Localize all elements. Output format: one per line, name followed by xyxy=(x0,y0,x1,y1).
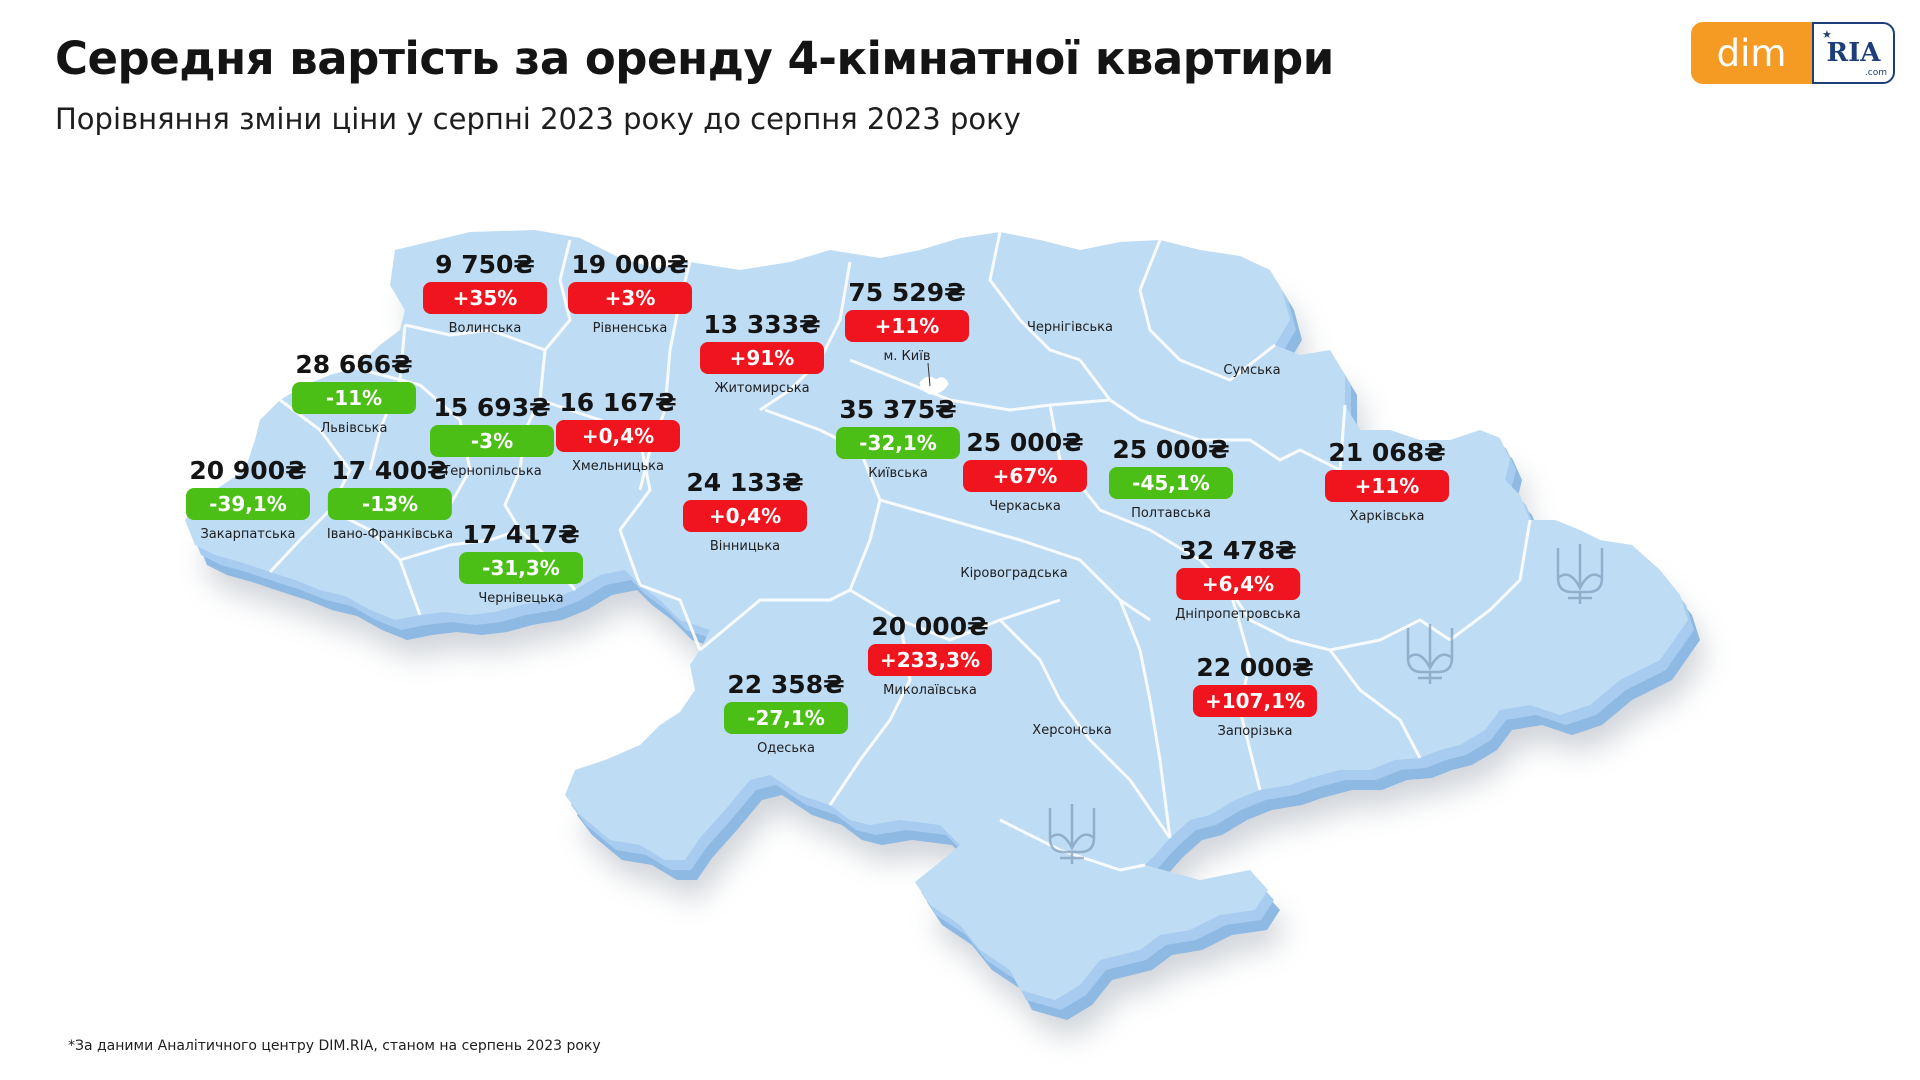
price-value: 32 478₴ xyxy=(1179,536,1297,565)
region-zakarpatska[interactable]: 20 900₴ -39,1% Закарпатська xyxy=(186,456,310,542)
change-badge: -45,1% xyxy=(1109,467,1233,499)
region-mykolaivska[interactable]: 20 000₴ +233,3% Миколаївська xyxy=(867,612,993,698)
region-name: Хмельницька xyxy=(572,459,664,474)
region-lvivska[interactable]: 28 666₴ -11% Львівська xyxy=(292,350,416,436)
footnote: *За даними Аналітичного центру DIM.RIA, … xyxy=(68,1038,601,1054)
price-value: 17 417₴ xyxy=(462,520,580,549)
region-name: Запорізька xyxy=(1217,724,1293,739)
region-name: Чернівецька xyxy=(478,591,564,606)
price-value: 22 000₴ xyxy=(1196,653,1314,682)
region-name: Івано-Франківська xyxy=(326,527,454,542)
region-vinnytska[interactable]: 24 133₴ +0,4% Вінницька xyxy=(683,468,807,554)
region-kyiv-city[interactable]: 75 529₴ +11% м. Київ xyxy=(845,278,969,364)
price-value: 17 400₴ xyxy=(331,456,449,485)
change-badge: +233,3% xyxy=(867,644,993,676)
logo-ria-text: RIA xyxy=(1826,38,1881,68)
region-name: Київська xyxy=(868,466,928,481)
change-badge: +107,1% xyxy=(1192,685,1318,717)
region-name: Львівська xyxy=(320,421,388,436)
price-value: 25 000₴ xyxy=(1112,435,1230,464)
tryzub-icon-crimea xyxy=(1048,804,1096,864)
price-value: 21 068₴ xyxy=(1328,438,1446,467)
label-chernihivska: Чернігівська xyxy=(1026,320,1114,335)
price-value: 20 900₴ xyxy=(189,456,307,485)
logo-com-text: .com xyxy=(1864,68,1887,78)
region-odeska[interactable]: 22 358₴ -27,1% Одеська xyxy=(724,670,848,756)
change-badge: -11% xyxy=(292,382,416,414)
region-khmelnytska[interactable]: 16 167₴ +0,4% Хмельницька xyxy=(556,388,680,474)
region-ternopilska[interactable]: 15 693₴ -3% Тернопільська xyxy=(430,393,554,479)
logo-dim-part: dim xyxy=(1691,22,1812,84)
region-name: Дніпропетровська xyxy=(1175,607,1301,622)
change-badge: +0,4% xyxy=(683,500,807,532)
change-badge: +11% xyxy=(845,310,969,342)
region-kyivska[interactable]: 35 375₴ -32,1% Київська xyxy=(836,395,960,481)
page-subtitle: Порівняння зміни ціни у серпні 2023 року… xyxy=(55,102,1021,136)
kyiv-city-marker xyxy=(919,362,949,395)
price-value: 15 693₴ xyxy=(433,393,551,422)
price-value: 35 375₴ xyxy=(839,395,957,424)
price-value: 25 000₴ xyxy=(966,428,1084,457)
logo-star-icon: ★ xyxy=(1822,28,1832,41)
price-value: 19 000₴ xyxy=(571,250,689,279)
region-zaporizka[interactable]: 22 000₴ +107,1% Запорізька xyxy=(1192,653,1318,739)
change-badge: +3% xyxy=(568,282,692,314)
oblast-borders xyxy=(268,231,1532,872)
region-dnipropetrovska[interactable]: 32 478₴ +6,4% Дніпропетровська xyxy=(1175,536,1301,622)
change-badge: -31,3% xyxy=(459,552,583,584)
region-volynska[interactable]: 9 750₴ +35% Волинська xyxy=(423,250,547,336)
region-name: Рівненська xyxy=(592,321,668,336)
label-khersonska: Херсонська xyxy=(1032,723,1112,738)
region-rivnenska[interactable]: 19 000₴ +3% Рівненська xyxy=(568,250,692,336)
price-value: 20 000₴ xyxy=(871,612,989,641)
dim-ria-logo[interactable]: dim ★ RIA .com xyxy=(1691,22,1895,84)
tryzub-icon-donetsk xyxy=(1406,624,1454,684)
change-badge: +6,4% xyxy=(1175,568,1300,600)
change-badge: -13% xyxy=(328,488,452,520)
region-name: Полтавська xyxy=(1131,506,1211,521)
change-badge: -39,1% xyxy=(186,488,310,520)
change-badge: -3% xyxy=(430,425,554,457)
region-zhytomyrska[interactable]: 13 333₴ +91% Житомирська xyxy=(700,310,824,396)
price-value: 22 358₴ xyxy=(727,670,845,699)
region-name: Тернопільська xyxy=(442,464,542,479)
change-badge: +67% xyxy=(963,460,1087,492)
region-name: Харківська xyxy=(1349,509,1425,524)
region-kharkivska[interactable]: 21 068₴ +11% Харківська xyxy=(1325,438,1449,524)
label-kirovohradska: Кіровоградська xyxy=(960,566,1068,581)
region-name: Волинська xyxy=(448,321,522,336)
change-badge: +35% xyxy=(423,282,547,314)
logo-ria-part: ★ RIA .com xyxy=(1812,22,1895,84)
tryzub-icon-luhansk xyxy=(1556,544,1604,604)
label-sumska: Сумська xyxy=(1223,363,1281,378)
region-chernivetska[interactable]: 17 417₴ -31,3% Чернівецька xyxy=(459,520,583,606)
price-value: 13 333₴ xyxy=(703,310,821,339)
change-badge: +0,4% xyxy=(556,420,680,452)
region-name: Миколаївська xyxy=(883,683,977,698)
change-badge: -27,1% xyxy=(724,702,848,734)
price-value: 24 133₴ xyxy=(686,468,804,497)
change-badge: -32,1% xyxy=(836,427,960,459)
page-title: Середня вартість за оренду 4-кімнатної к… xyxy=(55,32,1334,85)
price-value: 75 529₴ xyxy=(848,278,966,307)
region-ivano-frankivska[interactable]: 17 400₴ -13% Івано-Франківська xyxy=(327,456,453,542)
region-name: м. Київ xyxy=(883,349,931,364)
coat-of-arms-icons xyxy=(1048,544,1604,864)
region-name: Вінницька xyxy=(709,539,781,554)
price-value: 16 167₴ xyxy=(559,388,677,417)
region-name: Закарпатська xyxy=(200,527,296,542)
region-poltavska[interactable]: 25 000₴ -45,1% Полтавська xyxy=(1109,435,1233,521)
region-name: Житомирська xyxy=(714,381,810,396)
region-cherkaska[interactable]: 25 000₴ +67% Черкаська xyxy=(963,428,1087,514)
region-name: Черкаська xyxy=(989,499,1061,514)
region-name: Одеська xyxy=(757,741,815,756)
change-badge: +91% xyxy=(700,342,824,374)
change-badge: +11% xyxy=(1325,470,1449,502)
price-value: 9 750₴ xyxy=(435,250,535,279)
price-value: 28 666₴ xyxy=(295,350,413,379)
